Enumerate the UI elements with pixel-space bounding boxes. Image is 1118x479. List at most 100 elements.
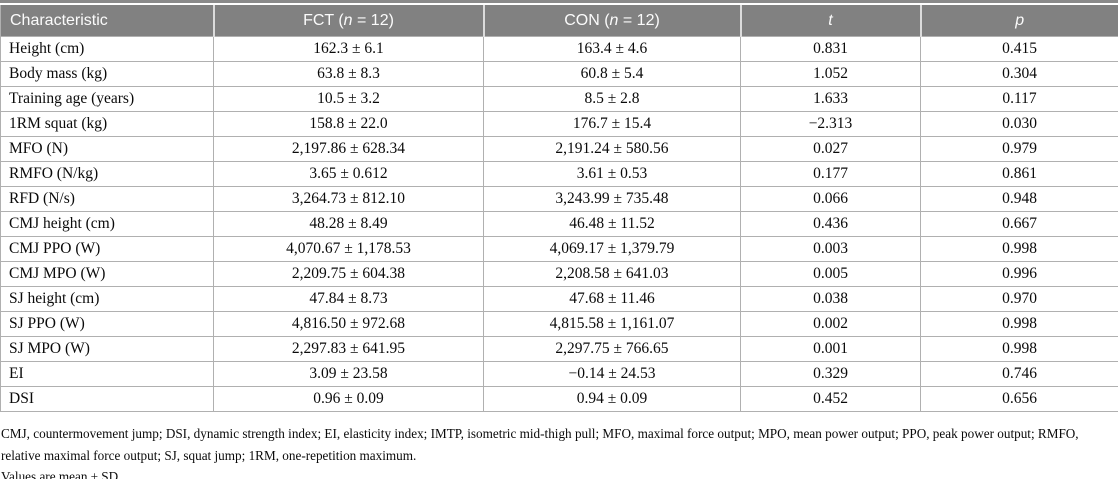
cell-value: 0.861: [920, 161, 1118, 187]
table-top-rule: [0, 0, 1118, 3]
col-header-con-suffix: = 12): [618, 11, 660, 29]
cell-value: 0.96 ± 0.09: [213, 386, 484, 412]
cell-characteristic: CMJ MPO (W): [0, 261, 214, 287]
cell-value: 2,191.24 ± 580.56: [483, 136, 741, 162]
cell-value: 0.979: [920, 136, 1118, 162]
cell-value: 176.7 ± 15.4: [483, 111, 741, 137]
cell-characteristic: SJ MPO (W): [0, 336, 214, 362]
table-row: MFO (N) 2,197.86 ± 628.34 2,191.24 ± 580.5…: [0, 136, 1118, 162]
cell-characteristic: Height (cm): [0, 36, 214, 62]
col-header-fct-suffix: = 12): [352, 11, 394, 29]
cell-value: 0.998: [920, 236, 1118, 262]
cell-value: 0.831: [740, 36, 921, 62]
cell-value: 1.052: [740, 61, 921, 87]
table-row: Training age (years) 10.5 ± 3.2 8.5 ± 2.8 1…: [0, 86, 1118, 112]
cell-characteristic: 1RM squat (kg): [0, 111, 214, 137]
cell-characteristic: SJ PPO (W): [0, 311, 214, 337]
cell-value: 4,069.17 ± 1,379.79: [483, 236, 741, 262]
cell-value: 0.948: [920, 186, 1118, 212]
table-row: SJ MPO (W) 2,297.83 ± 641.95 2,297.75 ± 76…: [0, 336, 1118, 362]
cell-value: 48.28 ± 8.49: [213, 211, 484, 237]
table-row: SJ PPO (W) 4,816.50 ± 972.68 4,815.58 ± 1,…: [0, 311, 1118, 337]
cell-value: 0.746: [920, 361, 1118, 387]
cell-value: 0.996: [920, 261, 1118, 287]
cell-value: 4,070.67 ± 1,178.53: [213, 236, 484, 262]
cell-characteristic: EI: [0, 361, 214, 387]
table-row: 1RM squat (kg) 158.8 ± 22.0 176.7 ± 15.4 −2…: [0, 111, 1118, 137]
col-header-con-prefix: CON (: [564, 11, 610, 29]
cell-value: 0.94 ± 0.09: [483, 386, 741, 412]
table-row: CMJ height (cm) 48.28 ± 8.49 46.48 ± 11.52…: [0, 211, 1118, 237]
cell-value: 0.027: [740, 136, 921, 162]
cell-value: 2,208.58 ± 641.03: [483, 261, 741, 287]
cell-value: 0.998: [920, 311, 1118, 337]
cell-value: 0.667: [920, 211, 1118, 237]
characteristics-table: Characteristic FCT (n = 12) CON (n = 12)…: [0, 5, 1118, 412]
table-footnote: CMJ, countermovement jump; DSI, dynamic …: [0, 423, 1118, 479]
cell-characteristic: RMFO (N/kg): [0, 161, 214, 187]
cell-value: 0.001: [740, 336, 921, 362]
table-row: Body mass (kg) 63.8 ± 8.3 60.8 ± 5.4 1.052 0…: [0, 61, 1118, 87]
cell-value: 4,815.58 ± 1,161.07: [483, 311, 741, 337]
cell-value: 3,264.73 ± 812.10: [213, 186, 484, 212]
cell-value: 0.003: [740, 236, 921, 262]
cell-value: 0.436: [740, 211, 921, 237]
footnote-values-note: Values are mean ± SD.: [1, 469, 122, 479]
col-header-characteristic: Characteristic: [0, 5, 214, 37]
header-row: Characteristic FCT (n = 12) CON (n = 12)…: [0, 5, 1118, 37]
cell-value: 4,816.50 ± 972.68: [213, 311, 484, 337]
table-row: SJ height (cm) 47.84 ± 8.73 47.68 ± 11.46 0…: [0, 286, 1118, 312]
cell-value: 158.8 ± 22.0: [213, 111, 484, 137]
cell-characteristic: DSI: [0, 386, 214, 412]
cell-characteristic: RFD (N/s): [0, 186, 214, 212]
cell-value: 8.5 ± 2.8: [483, 86, 741, 112]
cell-characteristic: Body mass (kg): [0, 61, 214, 87]
table-row: CMJ PPO (W) 4,070.67 ± 1,178.53 4,069.17 ±…: [0, 236, 1118, 262]
cell-value: 0.002: [740, 311, 921, 337]
cell-value: 2,209.75 ± 604.38: [213, 261, 484, 287]
cell-characteristic: CMJ PPO (W): [0, 236, 214, 262]
table-row: EI 3.09 ± 23.58 −0.14 ± 24.53 0.329 0.746: [0, 361, 1118, 387]
cell-value: −0.14 ± 24.53: [483, 361, 741, 387]
cell-value: 0.066: [740, 186, 921, 212]
cell-value: 2,297.75 ± 766.65: [483, 336, 741, 362]
col-header-t: t: [739, 5, 921, 37]
cell-value: 0.415: [920, 36, 1118, 62]
cell-value: 0.030: [920, 111, 1118, 137]
cell-value: 0.970: [920, 286, 1118, 312]
cell-value: 2,297.83 ± 641.95: [213, 336, 484, 362]
col-header-p: p: [919, 5, 1118, 37]
cell-value: 46.48 ± 11.52: [483, 211, 741, 237]
cell-characteristic: CMJ height (cm): [0, 211, 214, 237]
cell-value: 3.65 ± 0.612: [213, 161, 484, 187]
cell-value: 162.3 ± 6.1: [213, 36, 484, 62]
cell-value: 0.117: [920, 86, 1118, 112]
cell-value: −2.313: [740, 111, 921, 137]
cell-value: 0.177: [740, 161, 921, 187]
footnote-abbreviations: CMJ, countermovement jump; DSI, dynamic …: [1, 426, 1079, 463]
cell-characteristic: Training age (years): [0, 86, 214, 112]
cell-value: 0.005: [740, 261, 921, 287]
table-body: Height (cm) 162.3 ± 6.1 163.4 ± 4.6 0.831 0.…: [0, 36, 1118, 412]
col-header-fct: FCT (n = 12): [212, 5, 484, 37]
cell-value: 10.5 ± 3.2: [213, 86, 484, 112]
cell-value: 3.09 ± 23.58: [213, 361, 484, 387]
cell-value: 0.998: [920, 336, 1118, 362]
cell-value: 60.8 ± 5.4: [483, 61, 741, 87]
cell-characteristic: SJ height (cm): [0, 286, 214, 312]
cell-value: 0.304: [920, 61, 1118, 87]
cell-value: 163.4 ± 4.6: [483, 36, 741, 62]
col-header-fct-n: n: [343, 11, 353, 29]
cell-value: 3.61 ± 0.53: [483, 161, 741, 187]
col-header-con-n: n: [609, 11, 619, 29]
cell-value: 0.656: [920, 386, 1118, 412]
col-header-fct-prefix: FCT (: [303, 11, 344, 29]
cell-value: 3,243.99 ± 735.48: [483, 186, 741, 212]
cell-value: 2,197.86 ± 628.34: [213, 136, 484, 162]
cell-value: 0.329: [740, 361, 921, 387]
col-header-con: CON (n = 12): [482, 5, 741, 37]
cell-value: 63.8 ± 8.3: [213, 61, 484, 87]
table-row: RMFO (N/kg) 3.65 ± 0.612 3.61 ± 0.53 0.177 0…: [0, 161, 1118, 187]
cell-value: 47.84 ± 8.73: [213, 286, 484, 312]
